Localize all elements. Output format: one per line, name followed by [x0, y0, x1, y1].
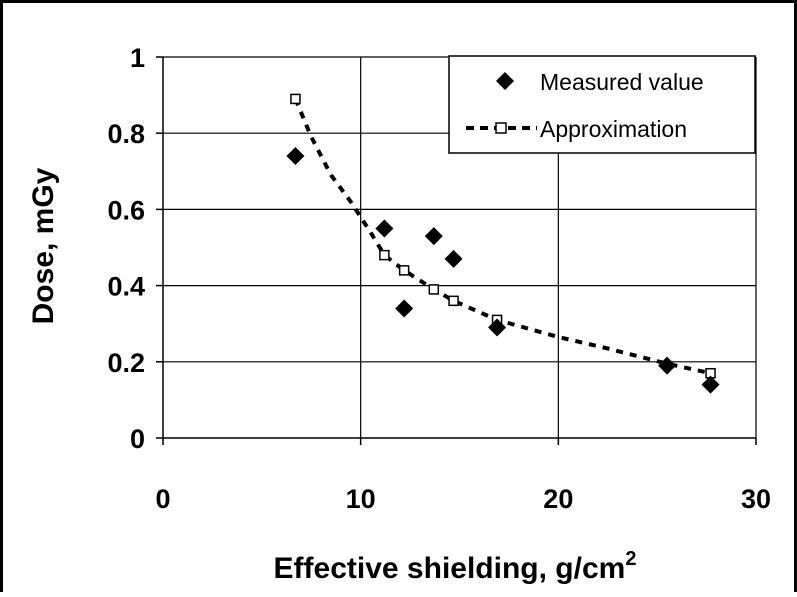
y-tick-label-1: 0.2 [107, 348, 145, 378]
approximation-point-4 [448, 295, 459, 307]
measured-point-5 [488, 318, 507, 337]
y-tick-label-3: 0.6 [107, 195, 145, 225]
y-tick-label-2: 0.4 [107, 272, 145, 302]
measured-point-0 [286, 147, 305, 166]
approximation-point-3 [428, 284, 440, 295]
legend-label-approximation: Approximation [540, 116, 687, 142]
measured-point-2 [395, 299, 414, 318]
tick-labels: 00.20.40.60.810 10 20 30 [107, 43, 771, 514]
data-series [286, 93, 720, 394]
y-tick-label-0: 0 [130, 424, 145, 454]
y-tick-label-5: 1 [130, 43, 145, 73]
x-axis-title-superscript: 2 [625, 548, 636, 570]
legend-diamond-marker [496, 72, 514, 90]
y-axis-title: Dose, mGy [27, 167, 60, 324]
x-tick-label-3: 30 [741, 484, 771, 514]
x-tick-label-1: 10 [346, 484, 376, 514]
axes [156, 56, 757, 445]
approximation-point-1 [379, 249, 390, 261]
measured-point-7 [701, 375, 720, 394]
approximation-curve [293, 98, 711, 376]
legend-square-marker [495, 122, 507, 134]
measured-point-6 [658, 356, 677, 375]
y-tick-label-4: 0.8 [107, 119, 145, 149]
measured-point-3 [424, 227, 443, 246]
x-tick-label-2: 20 [543, 484, 573, 514]
approximation-point-2 [398, 265, 410, 276]
measured-point-1 [375, 219, 394, 238]
legend-box [448, 55, 756, 154]
legend: Measured value Approximation [448, 55, 756, 154]
x-tick-label-0: 0 [155, 484, 170, 514]
x-axis-title: Effective shielding, g/cm2 [274, 548, 637, 585]
approximation-point-0 [290, 93, 301, 105]
x-axis-title-text: Effective shielding, g/cm [274, 552, 626, 585]
legend-label-measured: Measured value [540, 69, 704, 95]
measured-point-4 [444, 249, 463, 268]
